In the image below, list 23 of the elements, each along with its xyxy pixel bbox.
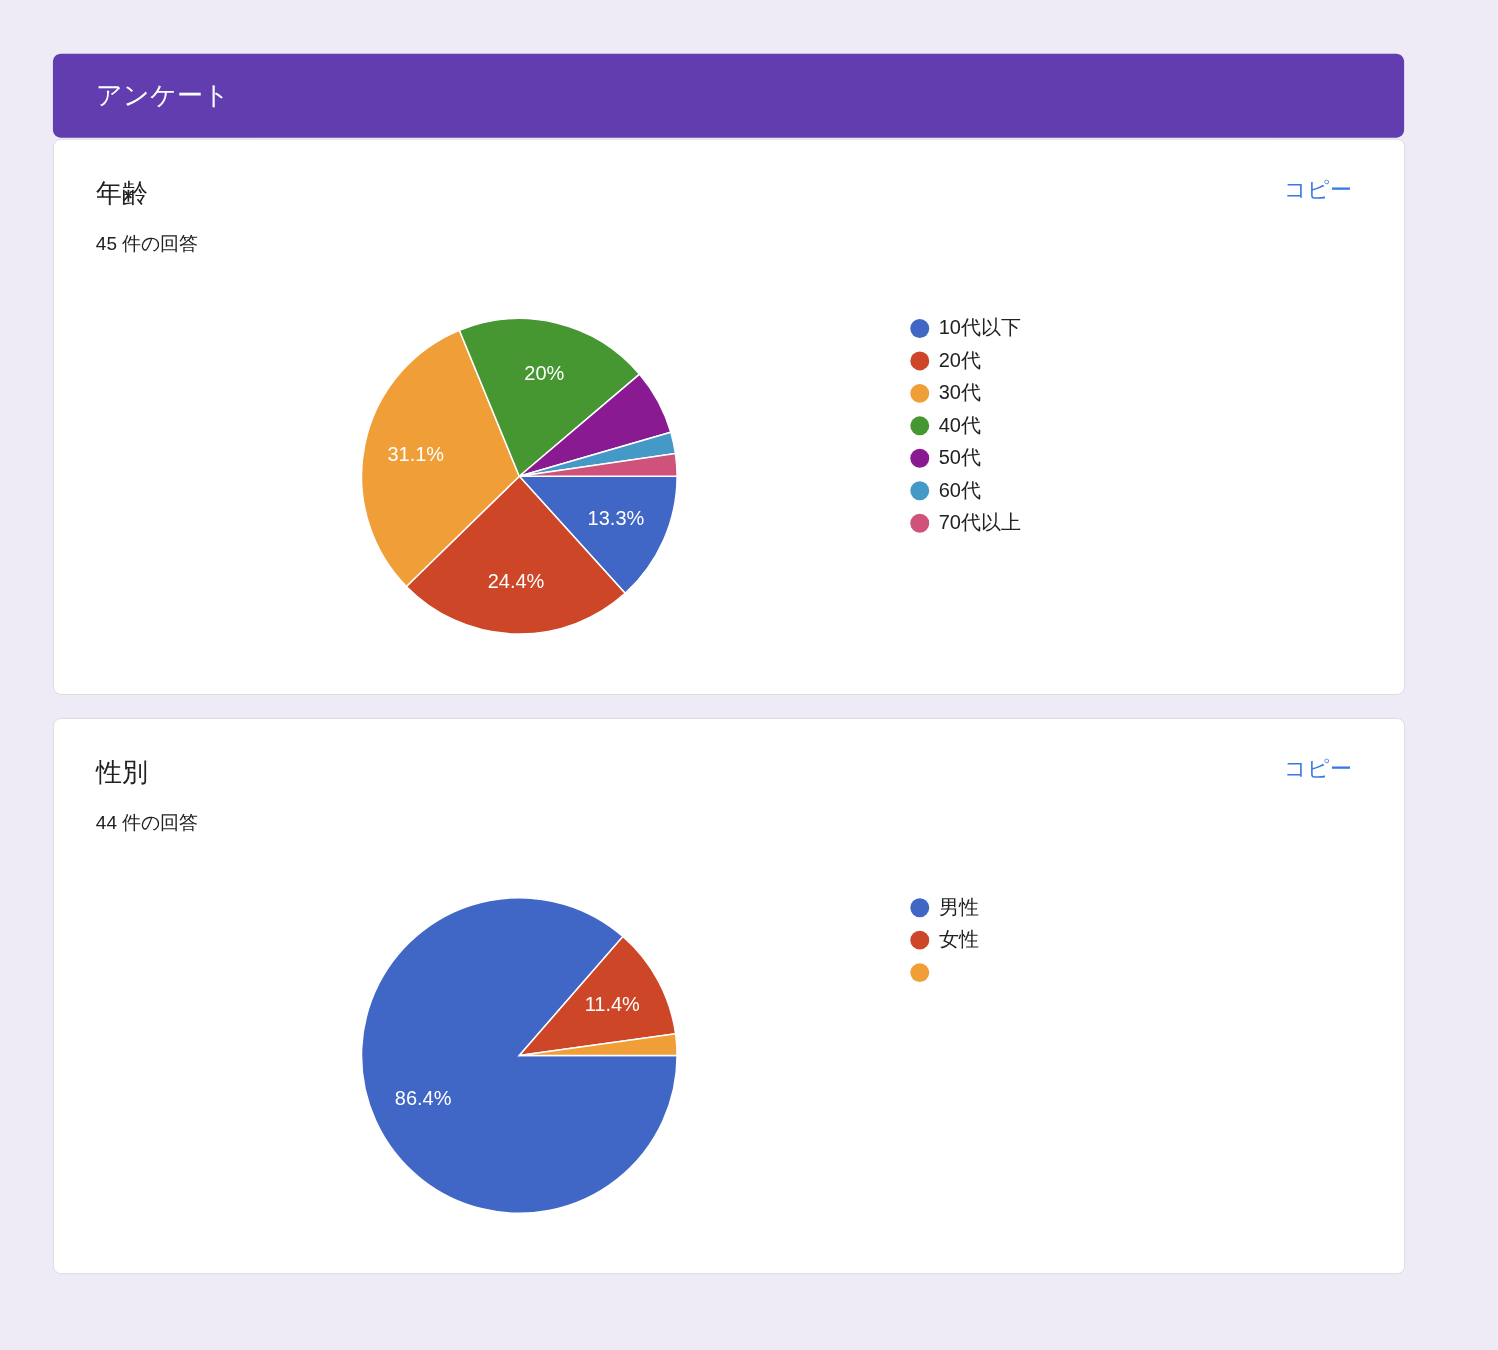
legend-label: 70代以上	[938, 511, 1021, 534]
legend-label: 60代	[938, 478, 981, 501]
legend-label: 10代以下	[938, 316, 1021, 339]
legend-label: 男性	[938, 895, 979, 918]
text: コピー	[1284, 755, 1353, 781]
pie-slice	[360, 897, 678, 1214]
legend-label: 女性	[938, 928, 979, 951]
data-label: 13.3%	[587, 507, 645, 530]
legend-label: 30代	[938, 381, 981, 404]
text: 性別	[94, 756, 148, 787]
text: 45 件の回答	[95, 232, 199, 254]
data-label: 86.4%	[394, 1087, 452, 1110]
text: 44 件の回答	[95, 811, 199, 833]
text: コピー	[1284, 176, 1353, 202]
data-label: 20%	[524, 361, 565, 384]
legend-label: 50代	[938, 446, 981, 469]
data-label: 24.4%	[487, 569, 545, 592]
data-label: 31.1%	[387, 442, 445, 465]
legend-label: 40代	[938, 413, 981, 436]
text: 年齢	[95, 177, 148, 208]
text: アンケート	[95, 79, 230, 110]
data-label: 11.4%	[584, 993, 641, 1016]
legend-label: 20代	[938, 348, 981, 371]
